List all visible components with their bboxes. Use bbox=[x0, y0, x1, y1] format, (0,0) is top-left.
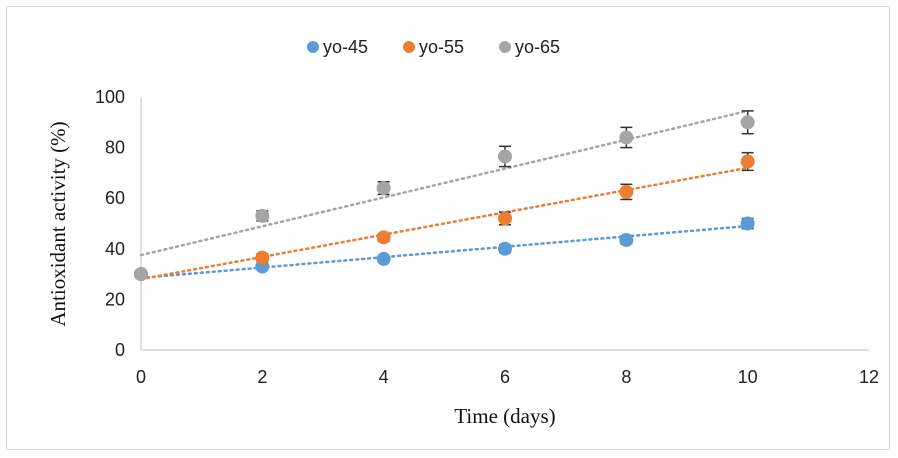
data-point-yo-65 bbox=[134, 267, 148, 282]
legend-label: yo-55 bbox=[419, 37, 464, 57]
y-tick-label: 20 bbox=[105, 289, 125, 309]
legend-label: yo-45 bbox=[323, 37, 368, 57]
data-point-yo-65 bbox=[498, 149, 512, 164]
x-tick-label: 12 bbox=[859, 367, 879, 387]
legend-marker-yo-45 bbox=[307, 41, 319, 53]
trendline-yo-55 bbox=[139, 166, 749, 281]
trendline-yo-65 bbox=[139, 109, 749, 257]
x-tick-label: 6 bbox=[500, 367, 510, 387]
data-point-yo-65 bbox=[255, 208, 270, 223]
y-tick-labels: 0 20 40 60 80 100 bbox=[95, 87, 125, 360]
legend: yo-45 yo-55 yo-65 bbox=[307, 37, 560, 57]
data-point-yo-45 bbox=[498, 241, 512, 256]
legend-marker-yo-65 bbox=[499, 41, 511, 53]
data-point-yo-65 bbox=[740, 115, 755, 130]
data-point-yo-55 bbox=[376, 230, 391, 245]
y-tick-label: 60 bbox=[105, 188, 125, 208]
y-tick-label: 80 bbox=[105, 138, 125, 158]
data-point-yo-55 bbox=[619, 184, 634, 199]
data-point-yo-65 bbox=[619, 130, 634, 145]
y-axis-title: Antioxidant activity (%) bbox=[46, 121, 70, 326]
axes bbox=[140, 97, 869, 351]
trendline-yo-45 bbox=[139, 224, 749, 280]
chart-frame: yo-45 yo-55 yo-65 0 20 40 60 80 100 0 2 4 6 8 10 12 T… bbox=[6, 6, 890, 450]
y-tick-label: 0 bbox=[115, 340, 125, 360]
chart: yo-45 yo-55 yo-65 0 20 40 60 80 100 0 2 4 6 8 10 12 T… bbox=[46, 37, 879, 428]
legend-label: yo-65 bbox=[515, 37, 560, 57]
y-tick-label: 40 bbox=[105, 239, 125, 259]
data-point-yo-55 bbox=[498, 211, 512, 226]
data-point-yo-45 bbox=[376, 251, 391, 266]
data-point-yo-45 bbox=[619, 232, 634, 247]
x-tick-label: 2 bbox=[257, 367, 267, 387]
data-point-yo-65 bbox=[376, 181, 391, 196]
data-point-yo-45 bbox=[740, 216, 755, 231]
data-point-yo-55 bbox=[740, 154, 755, 169]
x-tick-labels: 0 2 4 6 8 10 12 bbox=[136, 367, 879, 387]
legend-marker-yo-55 bbox=[403, 41, 415, 53]
x-tick-label: 8 bbox=[621, 367, 631, 387]
y-tick-label: 100 bbox=[95, 87, 125, 107]
data-point-yo-55 bbox=[255, 250, 270, 265]
trendlines bbox=[139, 109, 749, 281]
x-tick-label: 4 bbox=[379, 367, 389, 387]
data-points bbox=[134, 115, 755, 282]
x-axis-title: Time (days) bbox=[454, 404, 555, 428]
error-bars bbox=[135, 110, 754, 278]
x-tick-label: 0 bbox=[136, 367, 146, 387]
x-tick-label: 10 bbox=[738, 367, 758, 387]
